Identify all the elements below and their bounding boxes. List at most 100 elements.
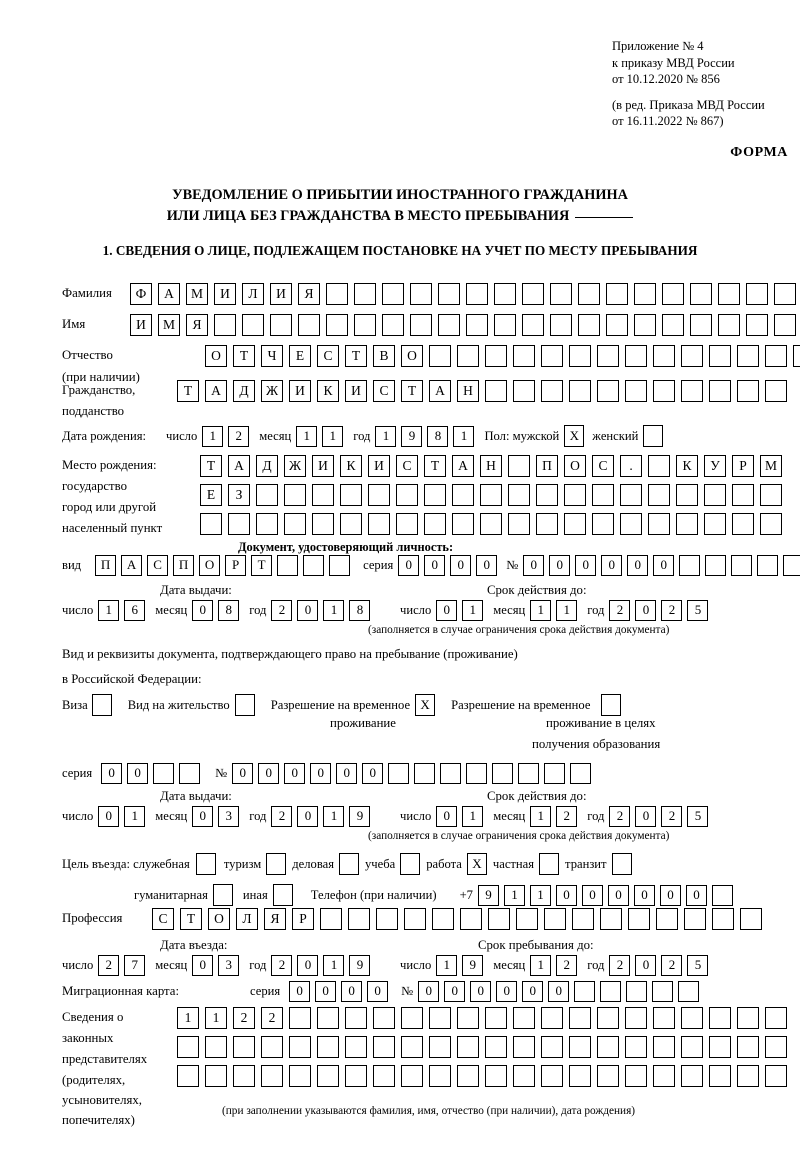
char-cell[interactable]: 0	[522, 981, 544, 1002]
char-cell[interactable]	[438, 314, 460, 336]
char-cell[interactable]	[513, 1007, 535, 1029]
char-cell[interactable]: 0	[607, 884, 629, 906]
doc-valid-day-cell-2[interactable]: 1	[462, 600, 484, 621]
char-cell[interactable]: Л	[236, 908, 258, 930]
stay-day-cell-1[interactable]: 1	[436, 955, 458, 976]
char-cell[interactable]	[709, 380, 731, 402]
char-cell[interactable]	[541, 1036, 563, 1058]
permit-valid-day-cell-2[interactable]: 1	[462, 806, 484, 827]
char-cell[interactable]	[522, 314, 544, 336]
char-cell[interactable]	[317, 1065, 339, 1087]
entry-year-cell-1[interactable]: 2	[271, 955, 293, 976]
char-cell[interactable]: 0	[633, 884, 655, 906]
char-cell[interactable]	[620, 484, 642, 506]
entry-year-cell-4[interactable]: 9	[349, 955, 371, 976]
char-cell[interactable]	[289, 1007, 311, 1029]
char-cell[interactable]: 0	[367, 981, 389, 1002]
legal-rep-boxes-line-3[interactable]	[177, 1065, 787, 1087]
char-cell[interactable]	[424, 513, 446, 535]
doc-issue-year-cell-1[interactable]: 2	[271, 600, 293, 621]
char-cell[interactable]	[570, 763, 592, 784]
char-cell[interactable]	[256, 513, 278, 535]
char-cell[interactable]	[653, 345, 675, 367]
char-cell[interactable]	[600, 908, 622, 930]
char-cell[interactable]	[597, 1036, 619, 1058]
char-cell[interactable]	[746, 283, 768, 305]
stay-year-cell-2[interactable]: 0	[635, 955, 657, 976]
char-cell[interactable]	[574, 981, 596, 1002]
char-cell[interactable]	[732, 513, 754, 535]
char-cell[interactable]: Д	[256, 455, 278, 477]
char-cell[interactable]: 0	[549, 555, 571, 576]
char-cell[interactable]	[569, 380, 591, 402]
char-cell[interactable]	[737, 380, 759, 402]
char-cell[interactable]: 0	[310, 763, 332, 784]
doc-valid-year-cell-1[interactable]: 2	[609, 600, 631, 621]
char-cell[interactable]	[737, 345, 759, 367]
char-cell[interactable]	[513, 1065, 535, 1087]
char-cell[interactable]: 0	[444, 981, 466, 1002]
permit-issue-day-cell-2[interactable]: 1	[124, 806, 146, 827]
char-cell[interactable]: А	[121, 555, 143, 576]
stay-year-cell-3[interactable]: 2	[661, 955, 683, 976]
char-cell[interactable]: 0	[601, 555, 623, 576]
birth-year-cell-1[interactable]: 1	[375, 425, 397, 447]
char-cell[interactable]	[541, 380, 563, 402]
char-cell[interactable]: Е	[200, 484, 222, 506]
char-cell[interactable]	[432, 908, 454, 930]
char-cell[interactable]	[242, 314, 264, 336]
permit-valid-year-cell-3[interactable]: 2	[661, 806, 683, 827]
char-cell[interactable]	[662, 283, 684, 305]
char-cell[interactable]	[564, 513, 586, 535]
char-cell[interactable]: 0	[575, 555, 597, 576]
legal-rep-boxes-line-2[interactable]	[177, 1036, 787, 1058]
char-cell[interactable]	[298, 314, 320, 336]
char-cell[interactable]	[368, 513, 390, 535]
char-cell[interactable]: А	[158, 283, 180, 305]
char-cell[interactable]	[653, 1007, 675, 1029]
permit-valid-year-cell-2[interactable]: 0	[635, 806, 657, 827]
char-cell[interactable]	[592, 484, 614, 506]
char-cell[interactable]: .	[620, 455, 642, 477]
char-cell[interactable]: О	[199, 555, 221, 576]
char-cell[interactable]: 0	[284, 763, 306, 784]
char-cell[interactable]	[410, 283, 432, 305]
char-cell[interactable]: Н	[457, 380, 479, 402]
char-cell[interactable]	[522, 283, 544, 305]
char-cell[interactable]	[737, 1036, 759, 1058]
char-cell[interactable]	[541, 1065, 563, 1087]
temp-residence-checkbox[interactable]: Х	[415, 694, 436, 716]
char-cell[interactable]: 0	[362, 763, 384, 784]
char-cell[interactable]	[765, 1007, 787, 1029]
char-cell[interactable]	[466, 763, 488, 784]
char-cell[interactable]: 0	[232, 763, 254, 784]
char-cell[interactable]: С	[152, 908, 174, 930]
char-cell[interactable]	[429, 345, 451, 367]
char-cell[interactable]: Ж	[284, 455, 306, 477]
doc-valid-year-cell-3[interactable]: 2	[661, 600, 683, 621]
char-cell[interactable]: Р	[732, 455, 754, 477]
char-cell[interactable]	[354, 314, 376, 336]
permit-valid-year-cell-4[interactable]: 5	[687, 806, 709, 827]
char-cell[interactable]	[277, 555, 299, 576]
char-cell[interactable]: С	[317, 345, 339, 367]
char-cell[interactable]	[746, 314, 768, 336]
purpose-business-checkbox[interactable]	[339, 853, 359, 875]
char-cell[interactable]	[569, 1036, 591, 1058]
char-cell[interactable]	[679, 555, 701, 576]
char-cell[interactable]	[452, 513, 474, 535]
char-cell[interactable]	[200, 513, 222, 535]
char-cell[interactable]: Р	[292, 908, 314, 930]
char-cell[interactable]	[684, 908, 706, 930]
char-cell[interactable]: Т	[233, 345, 255, 367]
char-cell[interactable]	[345, 1007, 367, 1029]
char-cell[interactable]: Д	[233, 380, 255, 402]
char-cell[interactable]	[312, 513, 334, 535]
char-cell[interactable]	[765, 1036, 787, 1058]
char-cell[interactable]: Т	[401, 380, 423, 402]
char-cell[interactable]	[452, 484, 474, 506]
